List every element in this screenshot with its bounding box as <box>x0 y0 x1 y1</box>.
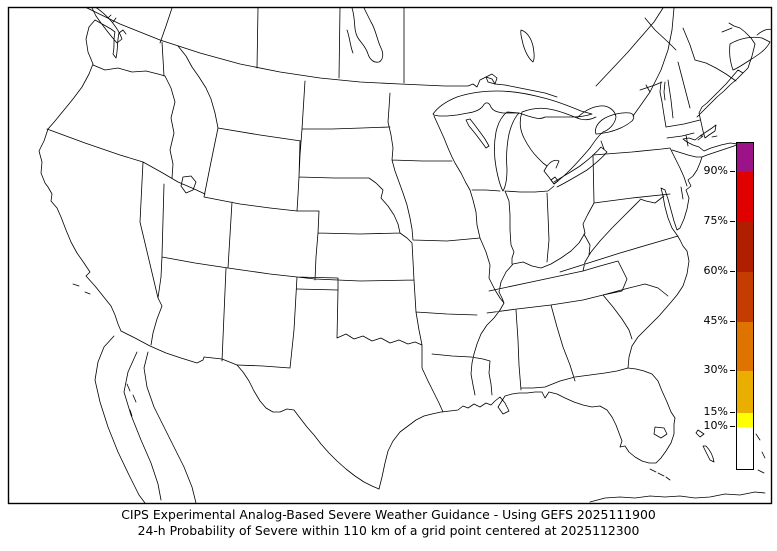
lake-okeechobee <box>653 426 668 439</box>
cuba-coast <box>589 491 766 503</box>
colorbar-label-15: 15% <box>703 405 728 418</box>
figure-caption: CIPS Experimental Analog-Based Severe We… <box>0 507 777 538</box>
colorbar-label-90: 90% <box>703 164 728 177</box>
colorbar-label-10: 10% <box>703 419 728 432</box>
colorbar-segment-30-45 <box>737 322 753 371</box>
colorbar-label-75: 75% <box>703 214 728 227</box>
colorbar-segment-0-10 <box>737 427 753 469</box>
gulf-atlantic-coast <box>378 22 756 490</box>
map-frame <box>7 6 773 505</box>
pacific-coast <box>38 63 122 332</box>
lake-nipigon <box>520 29 535 63</box>
lake-huron <box>519 105 617 185</box>
st-lawrence-river <box>595 7 675 117</box>
lake-superior <box>432 90 593 119</box>
colorbar-tick <box>730 370 735 371</box>
colorbar-segment-90plus <box>737 143 753 172</box>
colorbar-tick <box>730 221 735 222</box>
maritimes <box>644 17 772 82</box>
colorbar-segment-60-75 <box>737 222 753 272</box>
colorbar-label-60: 60% <box>703 264 728 277</box>
canada-border <box>84 7 558 98</box>
colorbar-tick <box>730 321 735 322</box>
colorbar-label-30: 30% <box>703 363 728 376</box>
colorbar-segment-10-15 <box>737 413 753 427</box>
canada-provinces <box>159 7 405 84</box>
lake-winnipeg <box>346 7 384 63</box>
baja-mexico-coast <box>94 335 197 504</box>
state-borders <box>46 41 703 413</box>
bahamas-islands <box>695 429 766 474</box>
caption-line-1: CIPS Experimental Analog-Based Severe We… <box>121 507 656 522</box>
colorbar-tick <box>730 271 735 272</box>
lake-michigan <box>465 111 520 192</box>
pacific-northwest-coast <box>85 7 127 65</box>
mexico-border <box>120 330 380 490</box>
colorbar-segment-75-90 <box>737 172 753 222</box>
caption-line-2: 24-h Probability of Severe within 110 km… <box>137 522 640 538</box>
probability-colorbar <box>736 142 754 470</box>
colorbar-tick <box>730 426 735 427</box>
colorbar-label-45: 45% <box>703 314 728 327</box>
lake-erie-ontario <box>550 112 635 188</box>
colorbar-tick <box>730 412 735 413</box>
colorbar-tick <box>730 171 735 172</box>
colorbar-segment-15-30 <box>737 371 753 413</box>
lake-of-the-woods <box>485 73 498 85</box>
colorbar-segment-45-60 <box>737 272 753 322</box>
